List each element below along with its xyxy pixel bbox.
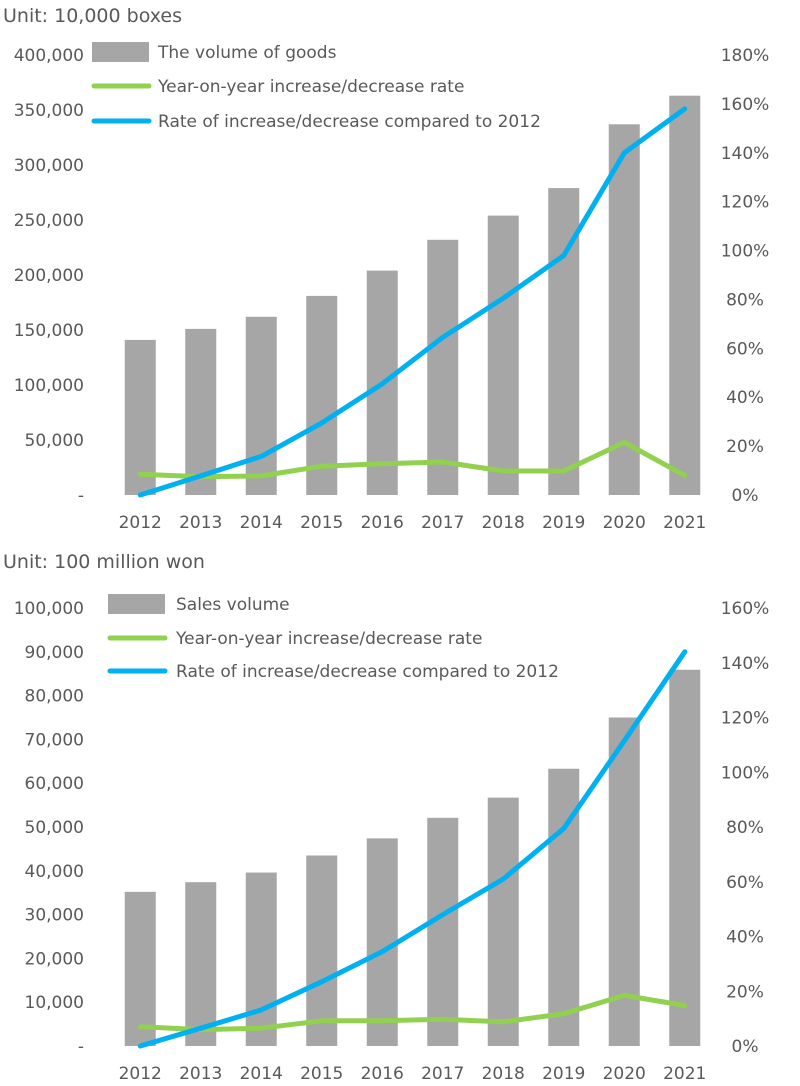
left-axis-tick-label: 80,000 — [25, 687, 84, 707]
yoy-rate-line — [137, 992, 688, 1033]
right-axis-tick-label: 40% — [726, 928, 764, 948]
left-axis-tick-label: - — [78, 486, 84, 506]
x-axis-tick-label: 2013 — [179, 1064, 222, 1082]
unit-label: Unit: 100 million won — [3, 551, 205, 573]
x-axis-tick-label: 2018 — [482, 513, 525, 533]
x-axis-tick-label: 2020 — [603, 513, 646, 533]
right-axis-tick-label: 60% — [726, 873, 764, 893]
unit-label: Unit: 10,000 boxes — [3, 5, 182, 27]
volume-chart-panel: Unit: 10,000 boxes - 50,000 100,000 150,000 2… — [0, 0, 800, 541]
left-axis-tick-label: 200,000 — [14, 266, 84, 286]
volume-chart: Unit: 10,000 boxes - 50,000 100,000 150,000 2… — [3, 5, 770, 533]
left-axis-tick-label: - — [78, 1037, 84, 1057]
legend-swatch-bar — [92, 42, 149, 62]
right-axis-tick-label: 20% — [726, 982, 764, 1002]
left-axis-tick-label: 10,000 — [25, 993, 84, 1013]
left-axis-tick-label: 20,000 — [25, 949, 84, 969]
left-axis-tick-label: 400,000 — [14, 46, 84, 66]
bar — [185, 882, 217, 1046]
bar — [608, 124, 640, 496]
x-axis-tick-label: 2017 — [421, 1064, 464, 1082]
legend-label: The volume of goods — [157, 43, 337, 63]
right-axis-tick-label: 100% — [721, 242, 770, 262]
left-axis-tick-label: 30,000 — [25, 906, 84, 926]
sales-chart: Unit: 100 million won - 10,000 20,000 30,000… — [3, 551, 770, 1084]
x-axis-tick-label: 2019 — [542, 513, 585, 533]
right-axis-tick-label: 80% — [726, 818, 764, 838]
bar — [427, 239, 459, 495]
legend-label: Year-on-year increase/decrease rate — [157, 77, 464, 97]
legend-label: Rate of increase/decrease compared to 20… — [158, 112, 541, 132]
right-axis-tick-label: 60% — [726, 339, 764, 359]
legend-label: Rate of increase/decrease compared to 20… — [176, 662, 559, 682]
x-axis-tick-label: 2021 — [663, 513, 706, 533]
bar — [669, 95, 701, 495]
right-axis-tick-label: 180% — [721, 46, 770, 66]
left-axis-tick-label: 90,000 — [25, 643, 84, 663]
x-axis-tick-label: 2017 — [421, 513, 464, 533]
bar — [427, 817, 459, 1046]
x-axis-tick-label: 2014 — [240, 513, 283, 533]
rate-vs-2012-line — [137, 649, 688, 1049]
x-axis-tick-label: 2018 — [482, 1064, 525, 1082]
left-axis-tick-label: 60,000 — [25, 774, 84, 794]
yoy-rate-line — [137, 439, 688, 480]
right-axis-tick-label: 0% — [732, 486, 759, 506]
left-axis-tick-label: 50,000 — [25, 431, 84, 451]
right-axis-tick-label: 120% — [721, 193, 770, 213]
left-axis-tick-label: 100,000 — [14, 599, 84, 619]
rate-vs-2012-line — [137, 106, 688, 498]
right-axis-tick-label: 40% — [726, 388, 764, 408]
right-axis-tick-label: 120% — [721, 709, 770, 729]
left-axis-tick-label: 100,000 — [14, 376, 84, 396]
legend-label: Year-on-year increase/decrease rate — [175, 629, 482, 649]
x-axis-tick-label: 2016 — [361, 1064, 404, 1082]
bar — [124, 339, 156, 495]
bar — [306, 855, 338, 1046]
bar — [245, 872, 277, 1046]
right-axis-tick-label: 100% — [721, 763, 770, 783]
x-axis-tick-label: 2013 — [179, 513, 222, 533]
left-axis-tick-label: 150,000 — [14, 321, 84, 341]
bar — [306, 295, 338, 495]
bar — [366, 838, 398, 1046]
x-axis-tick-label: 2012 — [119, 513, 162, 533]
left-axis-tick-label: 250,000 — [14, 211, 84, 231]
x-axis-tick-label: 2021 — [663, 1064, 706, 1082]
bar — [245, 316, 277, 495]
x-axis-tick-label: 2015 — [300, 513, 343, 533]
bar — [608, 717, 640, 1046]
right-axis-tick-label: 20% — [726, 437, 764, 457]
legend-label: Sales volume — [176, 595, 290, 615]
right-axis-tick-label: 0% — [732, 1037, 759, 1057]
bar — [185, 328, 217, 495]
bar — [669, 669, 701, 1046]
x-axis-tick-label: 2014 — [240, 1064, 283, 1082]
legend-swatch-bar — [108, 594, 165, 614]
right-axis-tick-label: 160% — [721, 95, 770, 115]
right-axis-tick-label: 160% — [721, 599, 770, 619]
x-axis-tick-label: 2020 — [603, 1064, 646, 1082]
left-axis-tick-label: 300,000 — [14, 156, 84, 176]
sales-chart-panel: Unit: 100 million won - 10,000 20,000 30,000… — [0, 541, 800, 1084]
bar — [487, 215, 519, 495]
bar — [487, 797, 519, 1046]
left-axis-tick-label: 350,000 — [14, 101, 84, 121]
left-axis-tick-label: 70,000 — [25, 730, 84, 750]
bar — [124, 891, 156, 1046]
left-axis-tick-label: 40,000 — [25, 862, 84, 882]
x-axis-tick-label: 2012 — [119, 1064, 162, 1082]
left-axis-tick-label: 50,000 — [25, 818, 84, 838]
right-axis-tick-label: 140% — [721, 654, 770, 674]
x-axis-tick-label: 2015 — [300, 1064, 343, 1082]
x-axis-tick-label: 2019 — [542, 1064, 585, 1082]
x-axis-tick-label: 2016 — [361, 513, 404, 533]
right-axis-tick-label: 80% — [726, 290, 764, 310]
right-axis-tick-label: 140% — [721, 144, 770, 164]
